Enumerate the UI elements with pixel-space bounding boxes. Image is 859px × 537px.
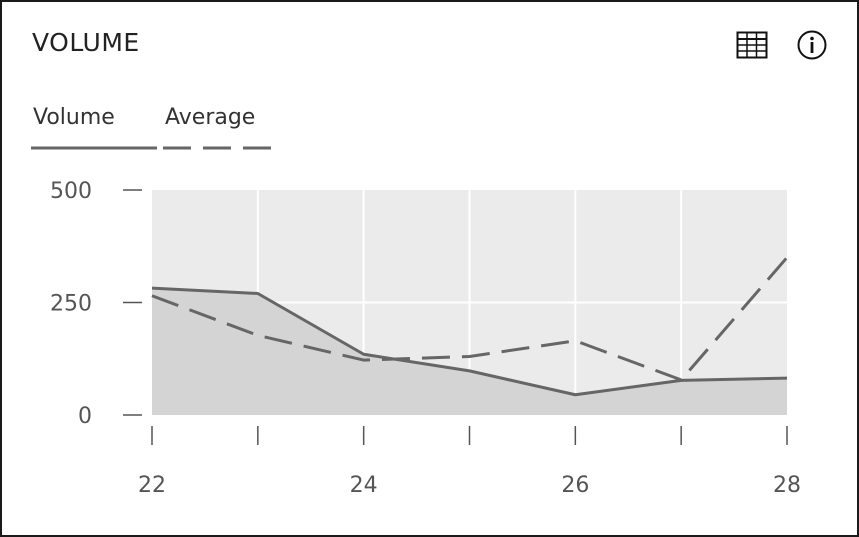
x-tick-label: 24 [350, 473, 378, 498]
y-tick-label: 250 [50, 292, 92, 317]
info-circle-icon[interactable] [795, 28, 829, 62]
axes [123, 189, 788, 445]
volume-area [152, 288, 787, 415]
legend-average[interactable]: Average [165, 105, 256, 130]
y-tick-label: 0 [78, 404, 92, 429]
x-tick-label: 22 [138, 473, 166, 498]
series-line-average [151, 256, 789, 382]
table-grid-icon[interactable] [735, 28, 769, 62]
tick-labels: 500 250 0 22 24 26 28 [50, 179, 801, 498]
card-title: VOLUME [32, 28, 140, 57]
x-tick-label: 26 [561, 473, 589, 498]
y-tick-label: 500 [50, 179, 92, 204]
x-tick-label: 28 [773, 473, 801, 498]
legend-volume[interactable]: Volume [33, 105, 115, 130]
